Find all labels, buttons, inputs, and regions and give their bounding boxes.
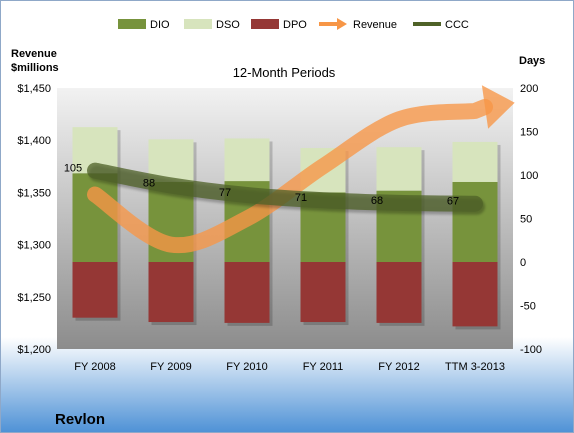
ccc-series: 105 88 77 71 68 67 — [64, 162, 485, 215]
ccc-data-label: 68 — [371, 195, 383, 207]
bar-dso — [376, 147, 422, 191]
right-tick-label: 100 — [520, 170, 538, 182]
legend-swatch-revenue — [319, 18, 347, 30]
ccc-data-label: 71 — [295, 192, 307, 204]
revenue-arrowhead — [481, 85, 515, 129]
legend-swatch-dso — [184, 19, 212, 29]
ccc-data-label: 88 — [143, 177, 155, 189]
bar-dpo — [72, 262, 118, 318]
left-axis-title-line2: $millions — [11, 62, 59, 74]
bar-dpo — [452, 262, 498, 327]
ccc-data-label: 77 — [219, 187, 231, 199]
category-label: FY 2010 — [226, 361, 267, 373]
right-tick-label: -50 — [520, 301, 536, 313]
legend-label-dso: DSO — [216, 19, 240, 31]
right-axis: -100 -50 0 50 100 150 200 — [520, 83, 542, 356]
bars — [72, 127, 501, 330]
right-tick-label: 150 — [520, 127, 538, 139]
chart-title: 12-Month Periods — [233, 65, 336, 80]
bar-dpo — [224, 262, 270, 323]
ccc-data-label: 105 — [64, 163, 82, 175]
right-axis-title: Days — [519, 55, 545, 67]
right-tick-label: 200 — [520, 83, 538, 95]
ccc-line — [87, 162, 483, 212]
bar-dpo — [376, 262, 422, 323]
left-tick-label: $1,400 — [17, 135, 51, 147]
legend-label-dio: DIO — [150, 19, 170, 31]
company-name: Revlon — [55, 411, 105, 428]
category-axis: FY 2008 FY 2009 FY 2010 FY 2011 FY 2012 TTM 3… — [74, 361, 505, 373]
legend-swatch-dio — [118, 19, 146, 29]
left-axis: $1,200 $1,250 $1,300 $1,350 $1,400 $1,450 — [17, 83, 51, 356]
category-label: FY 2011 — [303, 361, 344, 373]
legend-swatch-dpo — [251, 19, 279, 29]
legend-label-revenue: Revenue — [353, 19, 397, 31]
bar-dpo — [148, 262, 194, 323]
legend-label-dpo: DPO — [283, 19, 307, 31]
legend-label-ccc: CCC — [445, 19, 469, 31]
bar-dio — [452, 181, 498, 262]
category-label: FY 2008 — [74, 361, 115, 373]
category-label: FY 2012 — [378, 361, 419, 373]
left-tick-label: $1,350 — [17, 187, 51, 199]
right-tick-label: 50 — [520, 214, 532, 226]
left-tick-label: $1,200 — [17, 344, 51, 356]
category-label: FY 2009 — [150, 361, 191, 373]
left-axis-title-line1: Revenue — [11, 48, 57, 60]
left-tick-label: $1,250 — [17, 292, 51, 304]
bar-dso — [224, 138, 270, 182]
category-label: TTM 3-2013 — [445, 361, 505, 373]
right-tick-label: -100 — [520, 344, 542, 356]
right-tick-label: 0 — [520, 257, 526, 269]
ccc-data-label: 67 — [447, 196, 459, 208]
bar-dpo — [300, 262, 346, 323]
left-tick-label: $1,450 — [17, 83, 51, 95]
bar-dso — [452, 141, 498, 182]
left-tick-label: $1,300 — [17, 240, 51, 252]
legend: DIO DSO DPO Revenue CCC — [118, 18, 469, 31]
